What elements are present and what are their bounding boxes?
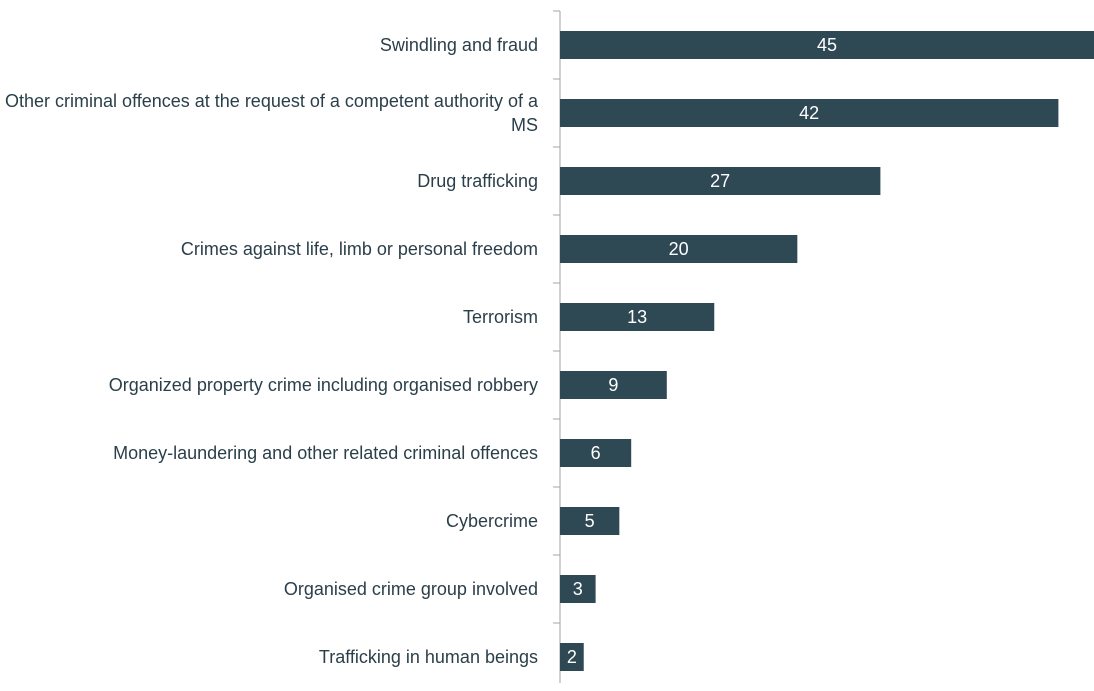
bar: [560, 235, 798, 263]
category-text: Swindling and fraud: [379, 35, 538, 55]
category-text: Organized property crime including organ…: [108, 375, 538, 395]
category-label: Terrorism: [0, 283, 538, 351]
bar: [560, 507, 620, 535]
value-label: 42: [799, 103, 819, 123]
value-label: 3: [573, 579, 583, 599]
category-label: Trafficking in human beings: [0, 623, 538, 691]
category-text: Cybercrime: [445, 511, 538, 531]
category-label: Organised crime group involved: [0, 555, 538, 623]
value-label: 27: [710, 171, 730, 191]
category-label: Swindling and fraud: [0, 11, 538, 79]
category-label: Drug trafficking: [0, 147, 538, 215]
value-label: 45: [817, 35, 837, 55]
bar: [560, 371, 667, 399]
bar: [560, 439, 632, 467]
category-label: Organized property crime including organ…: [0, 351, 538, 419]
value-label: 5: [585, 511, 595, 531]
category-text: Drug trafficking: [417, 171, 538, 191]
category-label: Cybercrime: [0, 487, 538, 555]
category-text: Organised crime group involved: [283, 579, 538, 599]
bar: [560, 167, 881, 195]
value-label: 6: [591, 443, 601, 463]
value-label: 2: [567, 647, 577, 667]
bar: [560, 575, 596, 603]
category-text: Crimes against life, limb or personal fr…: [180, 239, 538, 259]
category-text: Terrorism: [463, 307, 538, 327]
category-label: Other criminal offences at the request o…: [0, 79, 538, 147]
category-label: Money-laundering and other related crimi…: [0, 419, 538, 487]
bar: [560, 643, 584, 671]
value-label: 9: [608, 375, 618, 395]
bar: [560, 31, 1094, 59]
category-text: Other criminal offences at the request o…: [5, 91, 538, 135]
category-text: Money-laundering and other related crimi…: [113, 443, 538, 463]
value-label: 13: [627, 307, 647, 327]
bar: [560, 99, 1059, 127]
bar: [560, 303, 715, 331]
category-label: Crimes against life, limb or personal fr…: [0, 215, 538, 283]
category-text: Trafficking in human beings: [318, 647, 538, 667]
value-label: 20: [669, 239, 689, 259]
